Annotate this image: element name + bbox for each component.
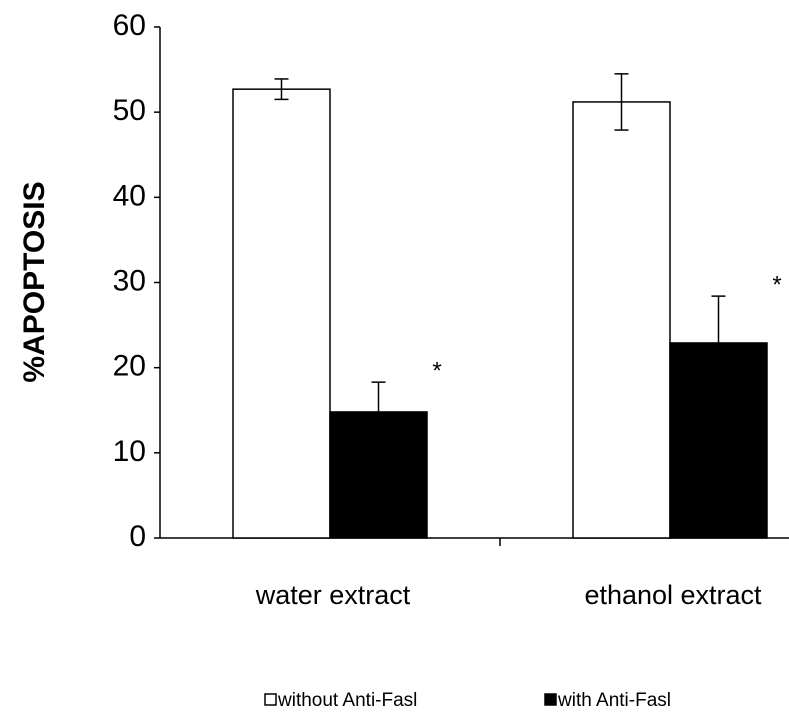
legend-swatch [264, 693, 277, 706]
legend-label: without Anti-Fasl [277, 690, 417, 711]
annotation: * [432, 357, 441, 384]
annotation: * [772, 271, 781, 298]
y-tick-label: 0 [129, 520, 146, 553]
y-tick-label: 60 [113, 9, 146, 42]
x-tick-label: water extract [255, 580, 411, 610]
y-tick-label: 30 [113, 264, 146, 297]
legend-swatch [544, 693, 557, 706]
x-tick-label: ethanol extract [584, 580, 762, 610]
y-axis-label: %APOPTOSIS [18, 181, 51, 382]
error-bar [274, 78, 289, 101]
bar [232, 88, 331, 539]
error-bar [711, 295, 726, 391]
bar [572, 101, 671, 539]
error-bar [371, 381, 386, 443]
y-tick-label: 50 [113, 94, 146, 127]
y-tick-label: 20 [113, 350, 146, 383]
y-tick-label: 40 [113, 179, 146, 212]
error-bar [614, 73, 629, 131]
y-tick-label: 10 [113, 435, 146, 468]
legend-label: with Anti-Fasl [557, 690, 671, 711]
